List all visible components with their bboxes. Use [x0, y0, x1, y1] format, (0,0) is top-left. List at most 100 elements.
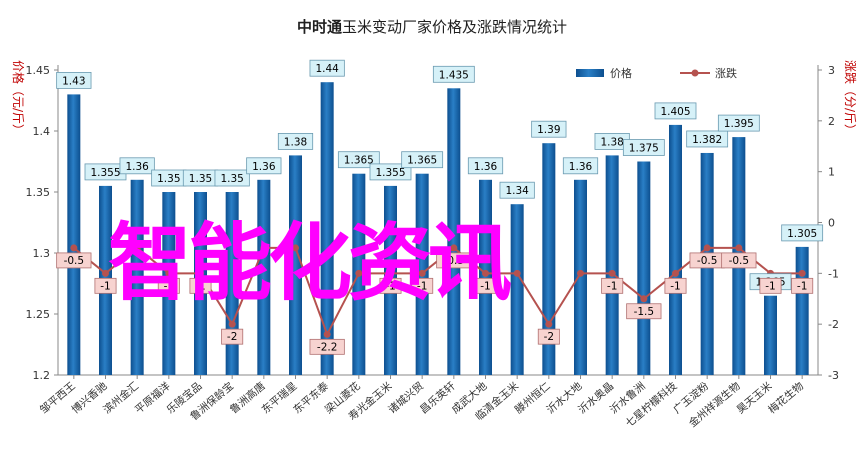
line-data-label: -2 — [227, 331, 237, 343]
bar-data-label: 1.38 — [600, 136, 623, 148]
line-data-label: -1.5 — [634, 306, 655, 318]
line-data-label: -1 — [195, 280, 205, 292]
bar-data-label: 1.355 — [90, 167, 120, 179]
y-right-tick-label: 3 — [828, 64, 835, 77]
line-point — [577, 269, 584, 277]
bar-data-label: 1.36 — [125, 161, 149, 173]
y-left-tick-label: 1.3 — [33, 247, 51, 260]
line-label-box — [601, 277, 624, 294]
line-label-box — [189, 277, 212, 294]
line-label-box — [411, 277, 434, 294]
bar-data-label: 1.305 — [787, 228, 817, 240]
line-data-label: -0.5 — [729, 255, 750, 267]
bar-label-box — [686, 130, 729, 148]
y-right-tick-label: 0 — [828, 217, 835, 230]
line-data-label: -2.2 — [317, 341, 338, 353]
title-text: 玉米变动厂家价格及涨跌情况统计 — [342, 18, 567, 36]
bar-label-box — [781, 224, 824, 242]
y-left-tick-label: 1.4 — [33, 125, 51, 138]
y-right-tick-label: 1 — [828, 166, 835, 179]
bar — [669, 124, 682, 376]
bar-data-label: 1.36 — [569, 161, 593, 173]
bar-label-box — [246, 157, 282, 175]
bar — [637, 161, 651, 375]
y-right-label: 涨跌（分/斤） — [843, 60, 858, 136]
bar-label-box — [654, 102, 697, 120]
bar-label-box — [467, 157, 504, 175]
line-data-label: -2 — [544, 331, 554, 343]
bar-data-label: 1.36 — [252, 161, 276, 173]
line-point — [355, 269, 363, 277]
line-label-box — [56, 252, 92, 269]
bar-label-box — [369, 163, 412, 181]
title-brand: 中时通 — [297, 18, 342, 36]
line-point — [260, 244, 268, 252]
line-data-label: -1 — [100, 280, 110, 292]
y-right-tick-label: -3 — [828, 369, 839, 382]
line-label-box — [664, 277, 687, 294]
line-data-label: -1 — [385, 280, 395, 292]
bar-data-label: 1.39 — [537, 124, 560, 136]
line-point — [482, 269, 489, 277]
bar — [479, 179, 492, 375]
legend-bar-swatch — [576, 69, 604, 77]
bar-data-label: 1.405 — [660, 106, 690, 118]
bar-data-label: 1.395 — [724, 118, 754, 130]
bar-label-box — [622, 139, 665, 156]
line-point — [735, 244, 743, 252]
data-labels-group: 1.43 1.355 1.36 1.35 1.35 1.35 1.36 1.38 1.44 1.3… — [56, 59, 824, 355]
axes: 1.2 1.25 1.3 1.35 1.4 1.45 -3 -2 -1 0 1 2 3 — [26, 64, 839, 382]
y-left-tick-label: 1.35 — [26, 186, 51, 199]
y-left-tick-label: 1.45 — [26, 64, 51, 77]
line-label-box — [157, 277, 180, 294]
line-point — [323, 330, 331, 338]
bar-label-box — [119, 157, 155, 175]
line-label-box — [379, 277, 402, 294]
bar — [320, 82, 334, 375]
bar — [67, 94, 81, 376]
bar-data-label: 1.365 — [407, 155, 437, 167]
bar-label-box — [531, 120, 567, 138]
line-point — [418, 269, 426, 277]
watermark-text: 智能化资讯 — [108, 214, 511, 312]
line-point — [450, 244, 458, 252]
line-point — [292, 244, 299, 252]
bar-label-box — [717, 114, 760, 132]
line-data-label: -1 — [164, 280, 174, 292]
line-data-label: -0.5 — [64, 255, 85, 267]
line-label-box — [721, 252, 757, 269]
bar-data-label: 1.355 — [375, 167, 405, 179]
line-point — [798, 269, 806, 277]
line-label-box — [94, 277, 117, 294]
line-label-box — [791, 277, 814, 294]
legend-line-label: 涨跌 — [715, 66, 737, 80]
bar-data-label: 1.43 — [62, 75, 85, 87]
bar-data-label: 1.365 — [344, 155, 374, 167]
legend-bar-label: 价格 — [610, 66, 632, 80]
line-data-label: -1 — [607, 280, 617, 292]
bar-label-box — [562, 157, 599, 175]
x-tick-label: 梅花生物 — [766, 379, 807, 416]
bar-label-box — [309, 59, 345, 77]
line-label-box — [474, 277, 497, 294]
bar-data-label: 1.34 — [505, 185, 529, 197]
line-data-label: -1 — [480, 280, 490, 292]
line-data-label: -1 — [765, 280, 775, 292]
line-point — [640, 295, 648, 303]
line-point — [70, 244, 78, 252]
y-right-tick-label: -1 — [828, 267, 839, 280]
line-point — [387, 269, 394, 277]
bar-data-label: 1.375 — [629, 143, 659, 155]
bar-label-box — [277, 132, 314, 150]
bar-data-label: 1.435 — [439, 69, 469, 81]
bar-data-label: 1.35 — [189, 173, 212, 185]
bar — [764, 295, 777, 375]
x-ticks-group: 邹平西王博兴香驰滨州金汇平原福洋乐陵宝品鲁洲保龄宝鲁洲高唐东平瑞星东平东泰梁山菱… — [37, 379, 806, 430]
bar-label-box — [56, 72, 92, 89]
bar — [510, 204, 524, 375]
legend: 价格 涨跌 — [576, 66, 737, 80]
line-label-box — [436, 252, 472, 269]
bar-data-label: 1.35 — [157, 173, 180, 185]
bar — [542, 143, 556, 375]
